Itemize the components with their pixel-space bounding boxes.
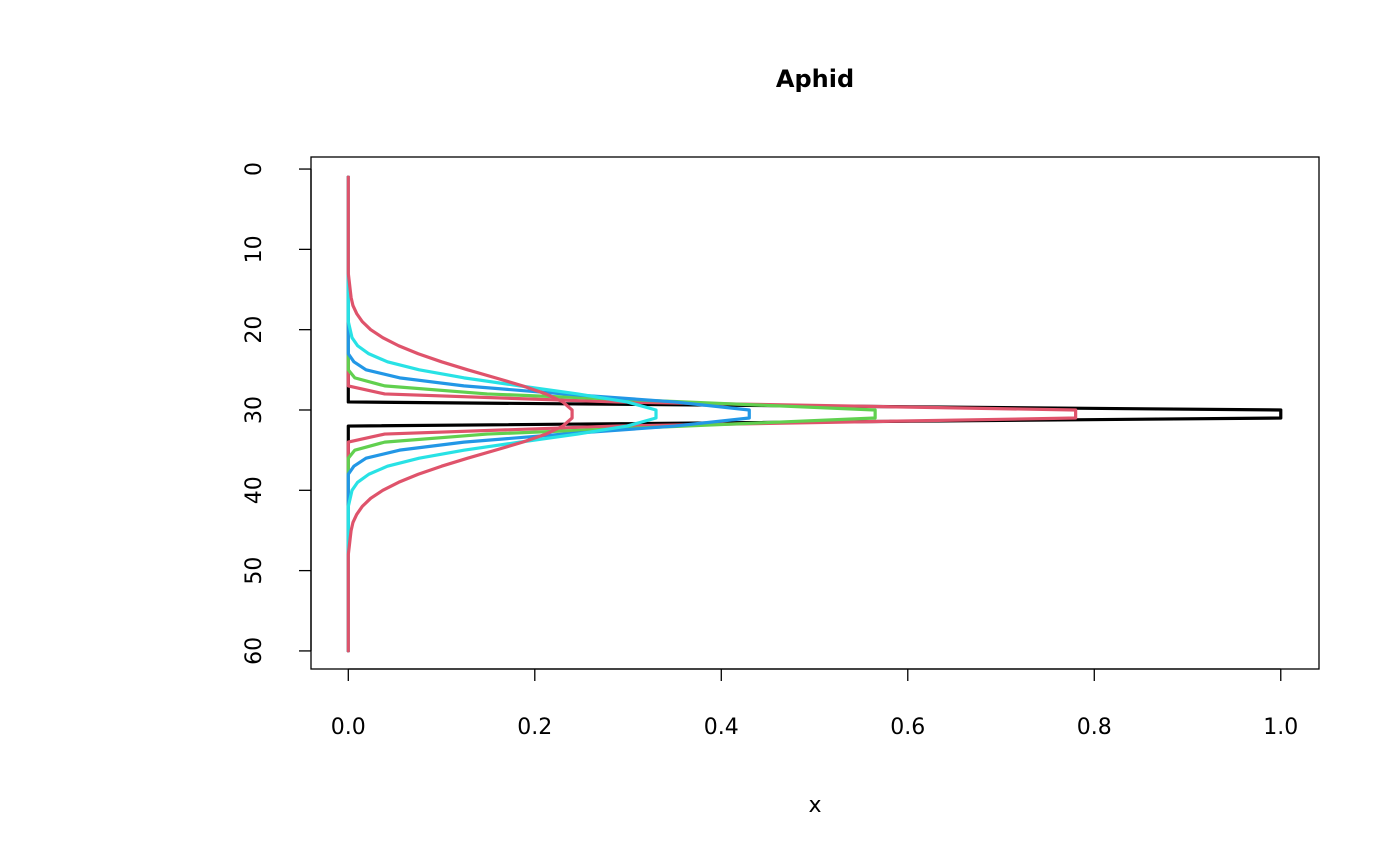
x-tick-label: 0.2	[517, 715, 552, 740]
series-line	[346, 175, 658, 653]
x-tick-label: 1.0	[1263, 715, 1298, 740]
y-tick-label: 20	[242, 316, 267, 344]
y-tick-label: 0	[242, 162, 267, 176]
plot-box	[310, 156, 1320, 670]
y-tick-label: 60	[242, 637, 267, 665]
x-axis-label: x	[808, 793, 821, 818]
y-tick-label: 30	[242, 396, 267, 424]
y-tick-label: 10	[242, 235, 267, 263]
x-tick-label: 0.6	[890, 715, 925, 740]
x-tick-label: 0.0	[331, 715, 366, 740]
series-line	[346, 175, 877, 653]
series-line	[346, 175, 1283, 653]
y-tick-label: 40	[242, 476, 267, 504]
x-tick-label: 0.8	[1077, 715, 1112, 740]
series-line	[346, 175, 574, 653]
x-tick-label: 0.4	[704, 715, 739, 740]
chart-title: Aphid	[776, 65, 854, 93]
series-line	[346, 175, 1078, 653]
series-line	[346, 175, 751, 653]
y-tick-label: 50	[242, 557, 267, 585]
